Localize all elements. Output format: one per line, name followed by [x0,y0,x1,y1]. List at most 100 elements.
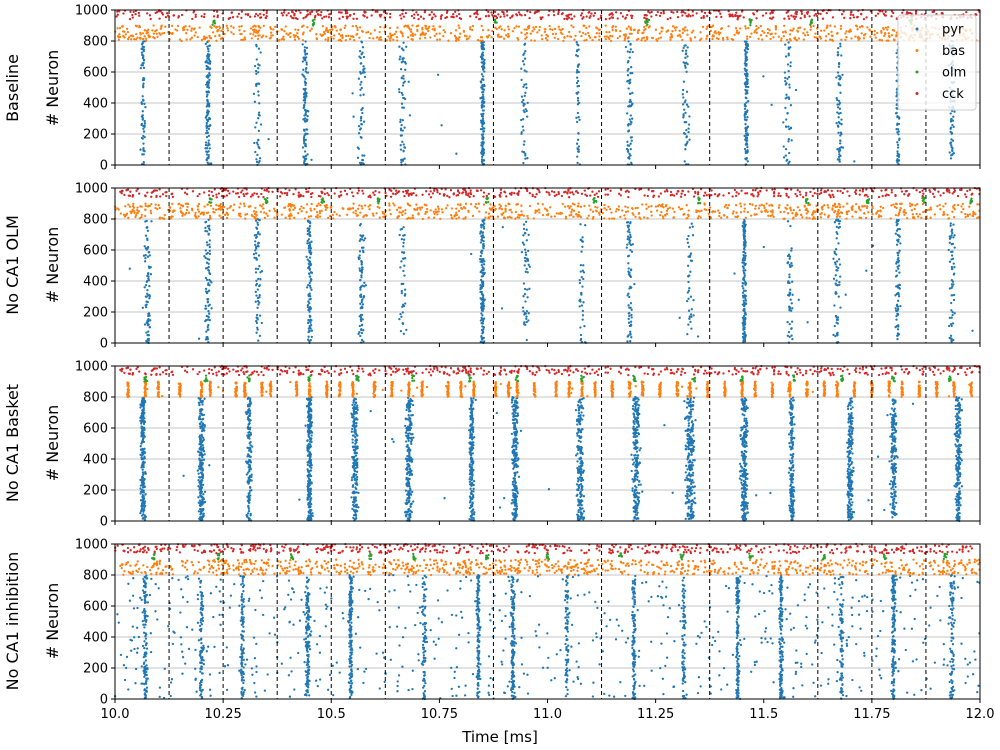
bas-spike [347,34,350,37]
bas-spike [551,28,554,32]
bas-spike [409,28,413,31]
pyr-spike [481,75,485,78]
cck-spike [692,195,696,198]
pyr-spike [147,314,150,318]
pyr-spike [360,40,363,43]
pyr-spike [743,308,746,311]
bas-spike [150,202,153,206]
bas-spike [196,35,199,39]
pyr-spike [306,232,309,236]
pyr-spike [839,45,842,48]
bas-spike [516,216,519,219]
bas-spike [520,210,523,213]
pyr-spike [482,97,485,101]
bas-spike [830,34,834,37]
bas-spike [462,30,466,33]
bas-spike [273,216,276,219]
bas-spike [814,32,817,35]
bas-spike [232,26,235,29]
pyr-spike [629,123,632,126]
bas-spike [187,211,191,214]
bas-spike [194,211,197,215]
bas-spike [265,35,268,38]
pyr-spike [257,82,260,85]
pyr-spike [258,301,261,304]
bas-spike [254,34,257,38]
pyr-spike [403,264,406,267]
pyr-spike [837,121,841,124]
pyr-spike [500,307,504,310]
pyr-spike [208,71,211,75]
pyr-spike [255,121,258,124]
bas-spike [546,38,549,42]
bas-spike [475,206,479,210]
pyr-spike [400,123,403,127]
bas-spike [315,33,318,36]
cck-spike [587,11,590,14]
bas-spike [626,210,630,213]
bas-spike [750,32,753,35]
pyr-spike [205,114,208,118]
pyr-spike [400,282,403,286]
legend-marker-pyr [915,27,919,31]
bas-spike [404,212,407,215]
pyr-spike [254,290,257,294]
cck-spike [520,14,523,17]
pyr-spike [143,323,147,326]
bas-spike [929,216,932,219]
bas-spike [833,25,837,28]
pyr-spike [682,96,685,99]
pyr-spike [357,77,361,80]
pyr-spike [895,219,899,223]
pyr-spike [142,86,145,89]
pyr-spike [143,286,146,289]
pyr-spike [401,311,404,314]
bas-spike [411,214,414,217]
pyr-spike [302,161,306,165]
cck-spike [445,11,449,14]
pyr-spike [950,265,954,269]
bas-spike [421,217,424,221]
pyr-spike [255,226,258,229]
bas-spike [561,27,564,31]
pyr-spike [785,159,788,162]
pyr-spike [577,150,580,153]
pyr-spike [359,62,362,65]
cck-spike [528,192,531,195]
pyr-spike [146,288,149,292]
cck-spike [134,12,137,16]
bas-spike [269,31,273,34]
y-tick-label: 600 [83,66,108,81]
pyr-spike [627,87,630,90]
legend-box [897,14,977,111]
cck-spike [213,188,216,191]
pyr-spike [400,102,404,105]
bas-spike [880,39,884,42]
bas-spike [298,208,302,211]
pyr-spike [205,230,209,233]
pyr-spike [834,334,837,338]
cck-spike [131,16,134,19]
pyr-spike [403,126,406,129]
pyr-spike [310,271,314,274]
bas-spike [566,35,569,38]
cck-spike [552,13,556,17]
pyr-spike [789,126,793,129]
cck-spike [202,15,206,19]
bas-spike [769,214,772,218]
bas-spike [424,24,427,27]
cck-spike [849,13,852,16]
bas-spike [339,28,342,32]
bas-spike [300,210,303,213]
bas-spike [839,24,843,28]
bas-spike [143,29,146,32]
pyr-spike [481,51,485,54]
pyr-spike [896,307,900,311]
bas-spike [845,217,848,220]
pyr-spike [482,263,486,266]
bas-spike [135,25,139,28]
pyr-spike [479,319,483,322]
pyr-spike [403,146,406,149]
bas-spike [425,204,428,207]
pyr-spike [628,236,631,239]
